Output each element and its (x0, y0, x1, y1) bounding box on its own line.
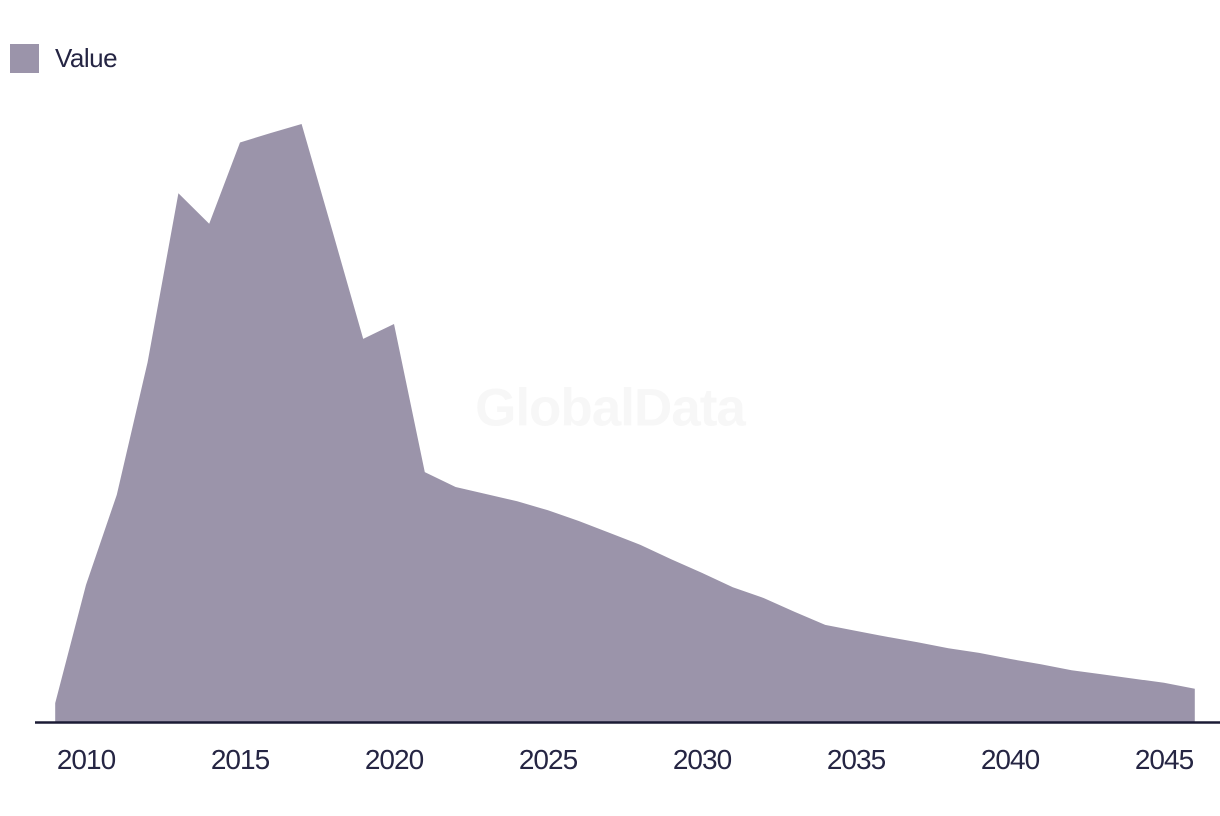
chart-legend: Value (10, 43, 118, 73)
area-series[interactable] (55, 124, 1195, 722)
legend-item-value[interactable]: Value (10, 43, 118, 73)
legend-label: Value (55, 43, 118, 73)
legend-swatch (10, 44, 39, 73)
